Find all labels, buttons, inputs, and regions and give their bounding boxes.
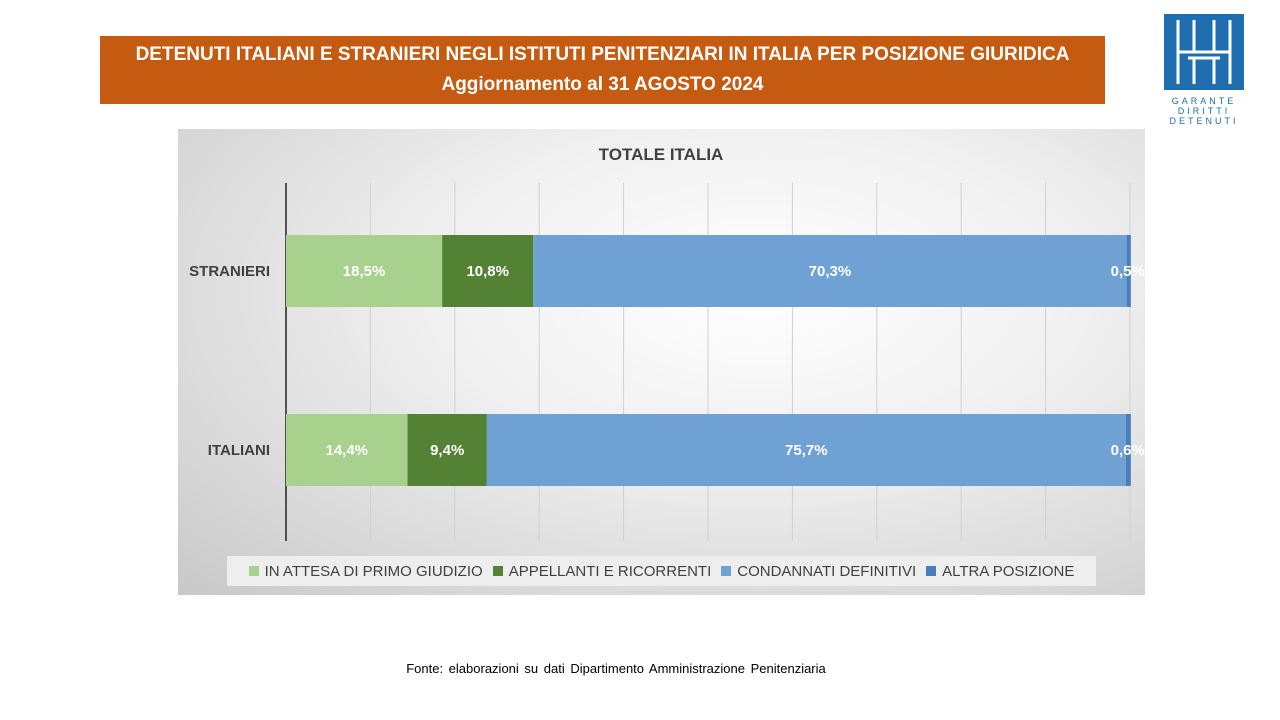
legend-swatch [721, 566, 732, 576]
garante-logo: GARANTE DIRITTI DETENUTI [1163, 14, 1245, 128]
category-label: STRANIERI [189, 263, 270, 280]
data-label: 75,7% [785, 442, 828, 459]
legend-label: IN ATTESA DI PRIMO GIUDIZIO [264, 562, 483, 580]
bar-segment [1125, 414, 1131, 486]
chart-legend: IN ATTESA DI PRIMO GIUDIZIO APPELLANTI E … [227, 556, 1096, 586]
legend-label: ALTRA POSIZIONE [942, 562, 1075, 580]
legend-label: APPELLANTI E RICORRENTI [508, 562, 712, 580]
bar-segment [442, 235, 534, 307]
bar-segment [533, 235, 1127, 307]
bar-segment [1126, 235, 1131, 307]
data-label: 0,6% [1111, 442, 1145, 459]
legend-item: APPELLANTI E RICORRENTI [492, 562, 712, 580]
legend-swatch [248, 566, 259, 576]
legend-item: ALTRA POSIZIONE [926, 563, 1074, 580]
data-label: 18,5% [343, 263, 386, 280]
chart-panel: TOTALE ITALIA STRANIERI 18,5% 10,8% 70,3% 0,5… [178, 129, 1145, 595]
title-line-2: Aggiornamento al 31 AGOSTO 2024 [441, 74, 764, 95]
data-label: 70,3% [809, 263, 852, 280]
source-note: Fonte: elaborazioni su dati Dipartimento… [406, 661, 826, 676]
legend-item: CONDANNATI DEFINITIVI [721, 563, 916, 580]
data-label: 14,4% [325, 442, 368, 459]
legend-item: IN ATTESA DI PRIMO GIUDIZIO [248, 562, 483, 580]
legend-swatch [492, 566, 503, 576]
logo-emblem [1164, 14, 1244, 90]
stacked-bar-chart: TOTALE ITALIA STRANIERI 18,5% 10,8% 70,3% 0,5… [189, 145, 1145, 541]
data-label: 0,5% [1111, 263, 1145, 280]
bar-segment [286, 235, 443, 307]
legend-label: CONDANNATI DEFINITIVI [737, 562, 917, 580]
title-banner: DETENUTI ITALIANI E STRANIERI NEGLI ISTI… [100, 36, 1105, 104]
category-label: ITALIANI [208, 442, 270, 459]
title-line-1: DETENUTI ITALIANI E STRANIERI NEGLI ISTI… [135, 44, 1070, 65]
bar-segment [286, 414, 408, 486]
data-label: 10,8% [466, 263, 509, 280]
logo-text: GARANTE DIRITTI DETENUTI [1169, 96, 1239, 126]
chart-title: TOTALE ITALIA [599, 145, 724, 164]
data-label: 9,4% [430, 442, 464, 459]
bar-segment [486, 414, 1126, 486]
bar-segment [407, 414, 487, 486]
legend-swatch [926, 566, 937, 576]
